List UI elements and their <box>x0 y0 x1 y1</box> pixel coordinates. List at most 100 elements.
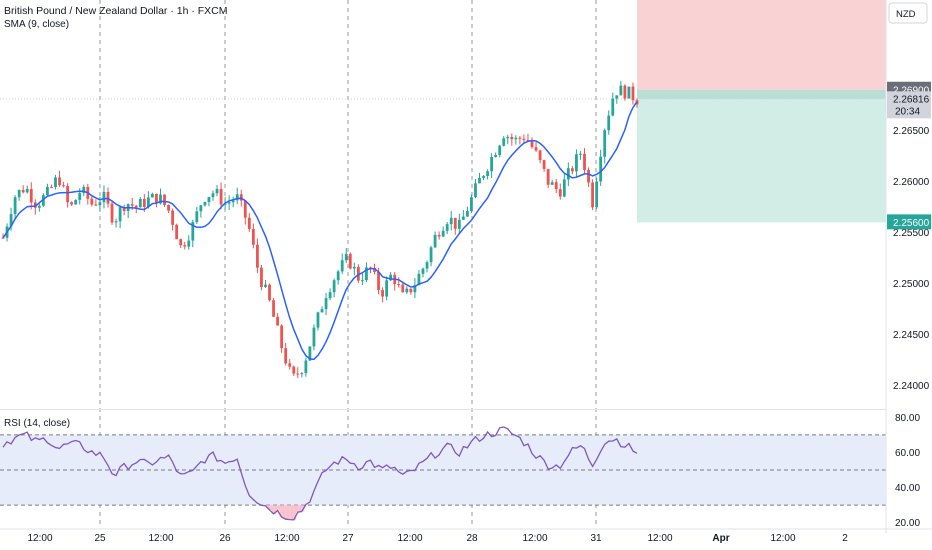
candle-up <box>457 219 461 229</box>
candle-up <box>340 260 344 272</box>
candle-down <box>570 168 574 172</box>
rsi-oversold-fill <box>295 505 301 513</box>
time-tick-label: 12:00 <box>647 533 672 544</box>
candle-up <box>615 95 619 99</box>
candle-up <box>191 222 195 241</box>
candle-up <box>352 266 356 269</box>
candle-up <box>98 202 102 206</box>
rsi-tick-label: 60.00 <box>895 448 920 459</box>
candle-up <box>328 292 332 299</box>
candle-up <box>413 285 417 293</box>
candle-down <box>510 136 514 140</box>
price-tick-label: 2.26500 <box>893 126 930 137</box>
rsi-oversold-fill <box>287 505 293 520</box>
candle-down <box>518 137 522 139</box>
candle-down <box>558 189 562 197</box>
candle-up <box>41 195 45 206</box>
candle-up <box>324 298 328 310</box>
candle-up <box>316 312 320 328</box>
sma-indicator-label[interactable]: SMA (9, close) <box>4 19 70 30</box>
time-tick-label: 12:00 <box>148 533 173 544</box>
time-tick-label: 12:00 <box>522 533 547 544</box>
candle-up <box>486 171 489 176</box>
candle-up <box>502 138 506 146</box>
candle-up <box>54 177 57 187</box>
candle-down <box>397 284 401 286</box>
rsi-tick-label: 40.00 <box>895 483 920 494</box>
candle-up <box>9 214 13 227</box>
candle-down <box>70 202 74 205</box>
candle-up <box>146 197 150 207</box>
candle-up <box>595 181 599 208</box>
candle-up <box>308 346 312 361</box>
candle-up <box>433 234 437 248</box>
candle-down <box>163 194 166 205</box>
candle-up <box>445 224 449 231</box>
candle-up <box>199 205 203 212</box>
candle-down <box>1 237 5 239</box>
candle-up <box>37 205 41 208</box>
candle-down <box>130 204 134 206</box>
candle-up <box>607 115 611 131</box>
candle-up <box>474 183 477 198</box>
rsi-line <box>2 426 638 521</box>
candle-down <box>33 202 37 208</box>
candle-down <box>623 85 627 99</box>
candle-up <box>264 284 267 287</box>
candle-up <box>46 186 49 196</box>
candle-up <box>506 136 510 139</box>
candle-up <box>231 200 235 203</box>
candle-up <box>336 271 340 281</box>
candle-up <box>118 207 122 222</box>
candle-up <box>227 202 231 204</box>
time-tick-label: 28 <box>466 533 478 544</box>
candle-down <box>268 284 271 301</box>
current-price-value: 2.26816 <box>893 94 930 105</box>
candle-down <box>288 363 292 367</box>
candle-down <box>583 153 586 170</box>
candle-down <box>122 207 126 211</box>
candle-down <box>296 373 300 375</box>
candle-up <box>332 280 336 293</box>
candle-up <box>482 175 485 178</box>
candle-down <box>530 140 534 148</box>
candle-down <box>554 182 558 190</box>
candle-down <box>243 200 247 218</box>
candle-down <box>260 267 263 287</box>
currency-button <box>888 2 928 24</box>
candle-up <box>13 197 17 215</box>
sma-line <box>2 101 638 361</box>
candle-up <box>385 280 389 297</box>
rsi-tick-label: 80.00 <box>895 413 920 424</box>
candle-up <box>304 360 308 374</box>
price-tick-label: 2.24500 <box>893 330 930 341</box>
price-tick-label: 2.25000 <box>893 279 930 290</box>
candle-up <box>82 186 86 194</box>
target-price-badge <box>887 214 931 230</box>
candle-down <box>542 160 546 169</box>
candle-down <box>409 288 413 293</box>
rsi-indicator-label[interactable]: RSI (14, close) <box>4 418 71 429</box>
candle-down <box>21 189 25 193</box>
candle-down <box>239 194 243 201</box>
candle-up <box>312 327 316 347</box>
time-tick-label: 12:00 <box>274 533 299 544</box>
stop-loss-zone <box>637 0 886 90</box>
candle-up <box>494 155 498 158</box>
current-price-badge <box>887 91 931 119</box>
take-profit-zone <box>637 98 886 223</box>
candle-down <box>171 210 175 225</box>
entry-band <box>637 89 886 99</box>
candle-up <box>344 253 348 261</box>
candle-up <box>514 137 518 140</box>
candle-down <box>272 300 275 317</box>
candle-down <box>90 198 94 205</box>
candle-down <box>292 366 296 374</box>
rsi-oversold-fill <box>271 505 277 514</box>
candle-up <box>579 153 582 155</box>
candle-up <box>461 216 465 220</box>
candle-down <box>219 188 223 205</box>
candle-down <box>183 245 187 247</box>
